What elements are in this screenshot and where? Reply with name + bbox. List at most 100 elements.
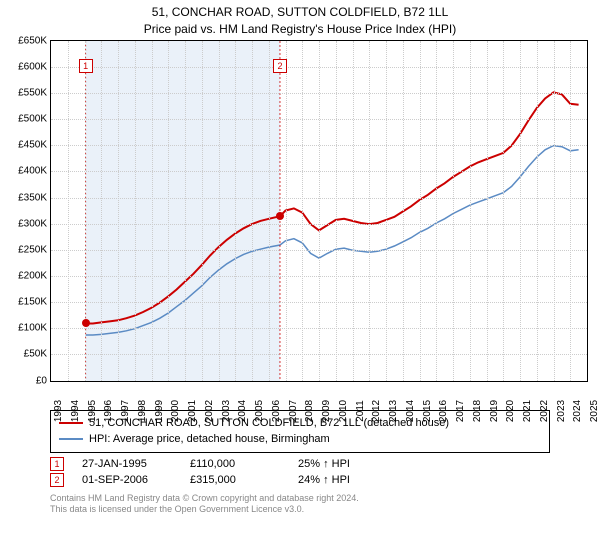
grid-v: [453, 41, 454, 381]
x-tick-label: 2013: [386, 399, 399, 421]
x-tick-label: 2024: [570, 399, 583, 421]
sale-date: 27-JAN-1995: [82, 458, 172, 470]
chart-container: 51, CONCHAR ROAD, SUTTON COLDFIELD, B72 …: [0, 0, 600, 560]
grid-v: [185, 41, 186, 381]
x-tick-label: 1998: [135, 399, 148, 421]
grid-v: [202, 41, 203, 381]
y-tick-label: £250K: [18, 244, 51, 255]
x-tick-label: 1999: [152, 399, 165, 421]
grid-v: [353, 41, 354, 381]
sales-block: 1 27-JAN-1995 £110,000 25% ↑ HPI 2 01-SE…: [50, 457, 550, 487]
grid-v: [336, 41, 337, 381]
x-tick-label: 2001: [185, 399, 198, 421]
x-tick-label: 2022: [537, 399, 550, 421]
chart-area: £0£50K£100K£150K£200K£250K£300K£350K£400…: [50, 40, 588, 400]
grid-v: [520, 41, 521, 381]
grid-v: [235, 41, 236, 381]
y-tick-label: £350K: [18, 192, 51, 203]
sale-row: 2 01-SEP-2006 £315,000 24% ↑ HPI: [50, 473, 550, 487]
sale-row: 1 27-JAN-1995 £110,000 25% ↑ HPI: [50, 457, 550, 471]
title-block: 51, CONCHAR ROAD, SUTTON COLDFIELD, B72 …: [0, 0, 600, 40]
grid-v: [369, 41, 370, 381]
legend-row: 51, CONCHAR ROAD, SUTTON COLDFIELD, B72 …: [59, 415, 541, 432]
x-tick-label: 2023: [554, 399, 567, 421]
x-tick-label: 1993: [51, 399, 64, 421]
x-tick-label: 2016: [436, 399, 449, 421]
sale-marker-box: 1: [79, 59, 93, 73]
grid-v: [286, 41, 287, 381]
grid-v: [252, 41, 253, 381]
legend-swatch-0: [59, 422, 83, 424]
x-tick-label: 2005: [252, 399, 265, 421]
x-tick-label: 2008: [302, 399, 315, 421]
grid-v: [135, 41, 136, 381]
sale-dot: [276, 212, 284, 220]
y-tick-label: £400K: [18, 166, 51, 177]
x-tick-label: 2012: [369, 399, 382, 421]
footnote-line1: Contains HM Land Registry data © Crown c…: [50, 493, 550, 505]
sale-dot: [82, 319, 90, 327]
x-tick-label: 1995: [85, 399, 98, 421]
x-tick-label: 1996: [101, 399, 114, 421]
sale-price: £315,000: [190, 474, 280, 486]
grid-v: [503, 41, 504, 381]
x-tick-label: 2020: [503, 399, 516, 421]
x-tick-label: 2007: [286, 399, 299, 421]
y-tick-label: £450K: [18, 140, 51, 151]
y-tick-label: £500K: [18, 114, 51, 125]
y-tick-label: £150K: [18, 297, 51, 308]
x-tick-label: 2002: [202, 399, 215, 421]
sale-price: £110,000: [190, 458, 280, 470]
series-hpi: [86, 145, 579, 334]
grid-v: [85, 41, 86, 381]
y-tick-label: £100K: [18, 323, 51, 334]
y-tick-label: £550K: [18, 87, 51, 98]
x-tick-label: 2000: [168, 399, 181, 421]
grid-v: [168, 41, 169, 381]
grid-v: [319, 41, 320, 381]
grid-v: [386, 41, 387, 381]
grid-v: [554, 41, 555, 381]
sale-marker-1: 1: [50, 457, 64, 471]
grid-v: [570, 41, 571, 381]
x-tick-label: 2003: [219, 399, 232, 421]
title-line2: Price paid vs. HM Land Registry's House …: [0, 21, 600, 38]
sale-date: 01-SEP-2006: [82, 474, 172, 486]
footnote-line2: This data is licensed under the Open Gov…: [50, 504, 550, 516]
footnote: Contains HM Land Registry data © Crown c…: [50, 493, 550, 516]
grid-v: [269, 41, 270, 381]
x-tick-label: 1997: [118, 399, 131, 421]
x-tick-label: 2010: [336, 399, 349, 421]
legend-label-1: HPI: Average price, detached house, Birm…: [89, 431, 330, 448]
sale-delta: 24% ↑ HPI: [298, 474, 350, 486]
y-tick-label: £50K: [24, 349, 51, 360]
grid-v: [152, 41, 153, 381]
sale-marker-box: 2: [273, 59, 287, 73]
grid-v: [219, 41, 220, 381]
x-tick-label: 2009: [319, 399, 332, 421]
grid-v: [470, 41, 471, 381]
grid-v: [487, 41, 488, 381]
x-tick-label: 2015: [420, 399, 433, 421]
x-tick-label: 2017: [453, 399, 466, 421]
title-line1: 51, CONCHAR ROAD, SUTTON COLDFIELD, B72 …: [0, 4, 600, 21]
grid-v: [537, 41, 538, 381]
x-tick-label: 2019: [487, 399, 500, 421]
grid-v: [436, 41, 437, 381]
y-tick-label: £200K: [18, 270, 51, 281]
sale-delta: 25% ↑ HPI: [298, 458, 350, 470]
grid-v: [68, 41, 69, 381]
y-tick-label: £0: [36, 375, 51, 386]
x-tick-label: 2004: [235, 399, 248, 421]
grid-v: [420, 41, 421, 381]
x-tick-label: 2021: [520, 399, 533, 421]
x-tick-label: 1994: [68, 399, 81, 421]
y-tick-label: £300K: [18, 218, 51, 229]
grid-v: [403, 41, 404, 381]
y-tick-label: £650K: [18, 35, 51, 46]
x-tick-label: 2006: [269, 399, 282, 421]
legend-swatch-1: [59, 438, 83, 440]
sale-marker-2: 2: [50, 473, 64, 487]
y-tick-label: £600K: [18, 61, 51, 72]
grid-v: [302, 41, 303, 381]
